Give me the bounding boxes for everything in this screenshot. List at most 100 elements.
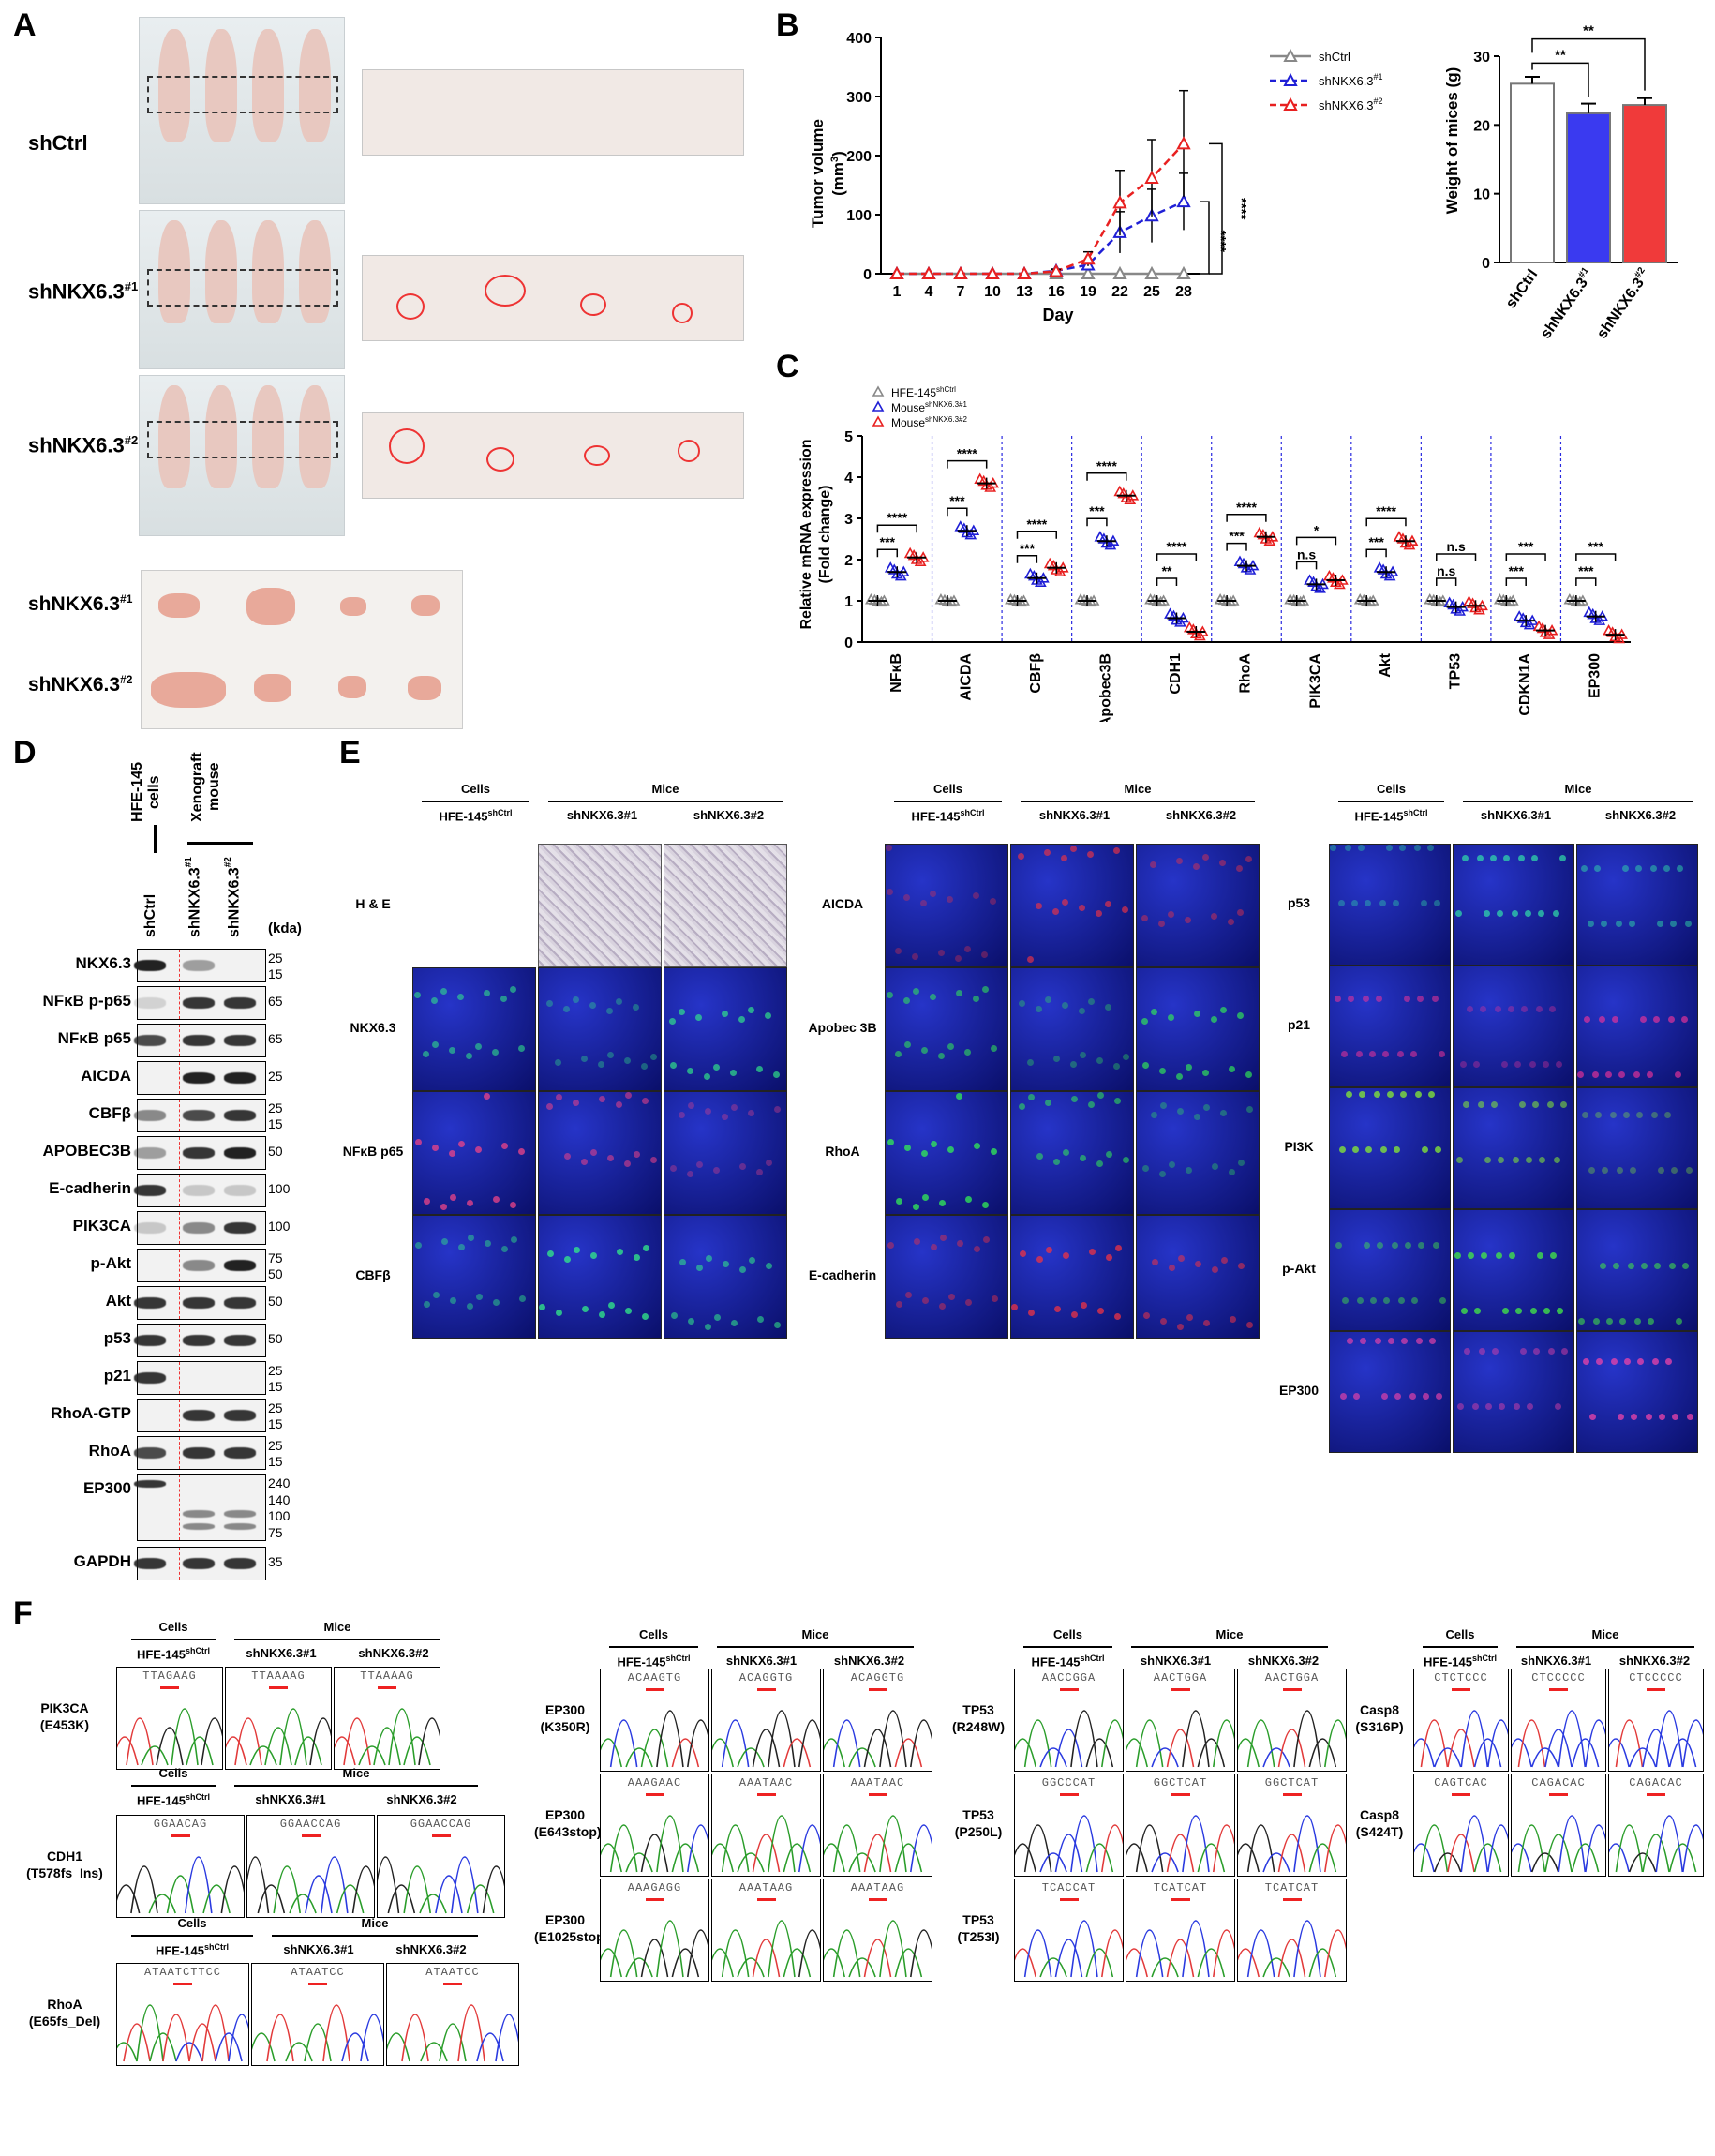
if-signal	[920, 900, 927, 906]
if-signal	[1468, 1252, 1474, 1259]
protein-band	[134, 1222, 166, 1234]
if-signal	[1159, 1068, 1166, 1074]
col-name: HFE-145	[439, 809, 488, 824]
if-signal	[1054, 1306, 1061, 1312]
if-signal	[450, 1194, 456, 1201]
if-signal	[1386, 845, 1393, 851]
if-signal	[1353, 1393, 1360, 1400]
trace-peak	[1487, 1824, 1508, 1873]
f-hdr-line	[1131, 1646, 1328, 1648]
data-point	[1144, 170, 1159, 184]
if-signal	[510, 986, 516, 993]
if-signal	[1503, 855, 1510, 861]
if-signal	[1202, 1070, 1209, 1076]
if-signal	[539, 1304, 545, 1310]
sequence-text: ATAATCC	[425, 1966, 480, 1979]
lane-label-3: shNKX6.3#2	[223, 857, 243, 937]
if-signal	[564, 1153, 571, 1160]
sig-label-high: ****	[1236, 500, 1257, 515]
if-signal	[493, 1299, 500, 1306]
sequence-trace-box: AAATAAG	[823, 1879, 932, 1982]
group-label-shctrl: shCtrl	[28, 131, 88, 155]
f-col-label-3: shNKX6.3#2	[386, 1792, 457, 1806]
mutation-underline	[868, 1688, 887, 1691]
if-signal	[773, 1071, 780, 1078]
if-signal	[1428, 1091, 1435, 1098]
if-signal	[1623, 1112, 1630, 1118]
f-col-label-3: shNKX6.3#2	[1247, 1654, 1320, 1668]
protein-band	[224, 1510, 256, 1518]
if-image	[1576, 1209, 1698, 1331]
trace-peak	[373, 1727, 401, 1766]
f-col-label-3: shNKX6.3#2	[395, 1942, 467, 1956]
trace-peak	[351, 1865, 374, 1914]
gene-label: TP53	[1447, 653, 1463, 689]
x-tick-label: 16	[1048, 284, 1065, 300]
f-hdr-line	[131, 1785, 216, 1787]
if-signal	[1152, 1259, 1158, 1265]
data-point	[953, 265, 968, 279]
protein-band	[183, 1410, 215, 1421]
legend-label: MouseshNKX6.3#2	[891, 415, 968, 429]
if-signal	[1619, 1318, 1626, 1325]
if-signal	[633, 1004, 639, 1011]
trace-peak	[1023, 1929, 1052, 1978]
protein-band	[134, 1480, 166, 1488]
e-hdr-line	[1463, 801, 1693, 802]
if-signal	[1491, 1101, 1498, 1108]
kda-marker: 25	[268, 1363, 283, 1378]
if-signal	[990, 898, 996, 905]
if-signal	[1185, 917, 1191, 923]
e-hdr-line	[548, 801, 783, 802]
chromatogram	[824, 1815, 932, 1873]
if-signal	[1605, 1071, 1612, 1078]
sig-label-low: ***	[1578, 563, 1594, 578]
trace-peak	[768, 1920, 796, 1978]
e-hdr-line	[422, 801, 529, 802]
trace-peak	[215, 2032, 243, 2062]
if-signal	[484, 1093, 490, 1100]
protein-band	[183, 1185, 215, 1196]
if-signal	[1495, 1006, 1501, 1012]
if-signal	[1606, 1318, 1613, 1325]
if-signal	[939, 1303, 946, 1310]
if-signal	[1238, 1263, 1245, 1269]
if-signal	[607, 1052, 614, 1058]
if-signal	[1557, 1308, 1563, 1314]
gene-label: RhoA	[1238, 653, 1254, 694]
trace-peak	[1212, 1719, 1234, 1768]
trace-peak	[1512, 1738, 1532, 1768]
e-row-label: p53	[1287, 895, 1311, 910]
lane-label-1: shCtrl	[142, 893, 158, 937]
chromatogram	[1015, 1920, 1123, 1978]
gene-label: Akt	[1378, 652, 1394, 677]
if-signal	[1651, 1112, 1658, 1118]
if-signal	[1529, 1061, 1536, 1068]
trace-peak	[863, 1729, 892, 1768]
mutation-underline	[1549, 1688, 1568, 1691]
if-signal	[1589, 1414, 1596, 1420]
trace-peak	[1262, 1957, 1290, 1978]
trace-peak	[184, 1856, 213, 1914]
kda-marker: 65	[268, 1031, 283, 1046]
if-signal	[564, 1256, 571, 1263]
trace-peak	[848, 1747, 876, 1768]
data-point	[1383, 569, 1396, 581]
if-image	[412, 1091, 536, 1215]
trace-peak	[1015, 1843, 1036, 1873]
trace-peak	[201, 2004, 230, 2062]
if-signal	[714, 1314, 721, 1321]
blot-label: GAPDH	[73, 1552, 131, 1570]
if-signal	[1647, 1071, 1653, 1078]
if-signal	[1053, 1159, 1060, 1165]
if-signal	[1526, 1157, 1532, 1163]
sig-label-low: ***	[880, 534, 896, 549]
if-signal	[1345, 845, 1351, 851]
f-hdr-mice: Mice	[1215, 1627, 1244, 1641]
trace-peak	[798, 1824, 820, 1873]
col-sup: shCtrl	[1080, 1654, 1105, 1663]
sig-bracket-1	[1531, 62, 1589, 97]
if-signal	[546, 1103, 553, 1110]
f-hdr-line	[1423, 1646, 1498, 1648]
if-signal	[1340, 1393, 1347, 1400]
